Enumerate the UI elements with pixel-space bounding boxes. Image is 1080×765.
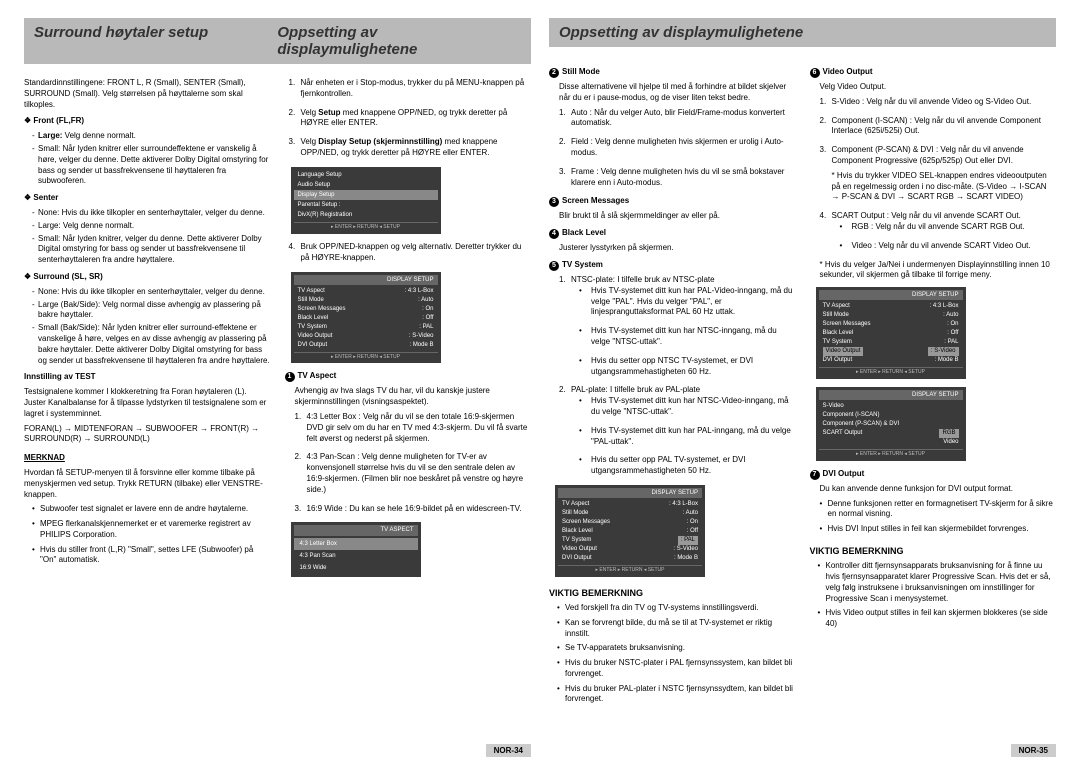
- sub-front: Front (FL,FR): [24, 116, 271, 127]
- merknad-p: Hvordan få SETUP-menyen til å forsvinne …: [24, 468, 271, 500]
- left-col-2: 1.Når enheten er i Stop-modus, trykker d…: [285, 78, 532, 738]
- surr-item-1: None: Hvis du ikke tilkopler en senterhø…: [32, 287, 271, 298]
- circle-6-icon: 6: [810, 68, 820, 78]
- right-col-2: 6Video Output Velg Video Output. 1.S-Vid…: [810, 61, 1057, 738]
- aspect-i3: 3.16:9 Wide : Du kan se hele 16:9-bildet…: [295, 504, 532, 515]
- merknad-b2: MPEG flerkanalskjennemerket er et vareme…: [32, 519, 271, 541]
- aspect-row: 16:9 Wide: [294, 562, 418, 574]
- circle-7-icon: 7: [810, 470, 820, 480]
- osd-video-output-submenu: DISPLAY SETUP S-Video Component (I-SCAN)…: [816, 387, 966, 461]
- senter-item-1: None: Hvis du ikke tilkopler en senterhø…: [32, 208, 271, 219]
- page-number-right: NOR-35: [1011, 744, 1056, 757]
- page-right: Oppsetting av displaymulighetene 2Still …: [549, 18, 1056, 757]
- aspect-row: 4:3 Pan Scan: [294, 550, 418, 562]
- osd-tv-aspect: TV ASPECT 4:3 Letter Box 4:3 Pan Scan 16…: [291, 522, 421, 576]
- circle-4-icon: 4: [549, 229, 559, 239]
- merknad-b3: Hvis du stiller front (L,R) "Small", set…: [32, 545, 271, 567]
- header-bar-left: Surround høytaler setup Oppsetting av di…: [24, 18, 531, 64]
- osd-display-setup-1: DISPLAY SETUP TV Aspect: 4:3 L-Box Still…: [291, 272, 441, 364]
- circle-2-icon: 2: [549, 68, 559, 78]
- step-3: 3.Velg Display Setup (skjerminnstilling)…: [289, 137, 532, 159]
- osd-title: DISPLAY SETUP: [294, 275, 438, 285]
- viktig-heading-2: VIKTIG BEMERKNING: [810, 545, 1057, 557]
- footer-left: NOR-34: [24, 738, 531, 757]
- circle-1-icon: 1: [285, 372, 295, 382]
- senter-item-3: Small: Når lyden knitrer, velger du denn…: [32, 234, 271, 266]
- footer-right: NOR-35: [549, 738, 1056, 757]
- test-heading: Innstilling av TEST: [24, 372, 271, 383]
- left-col-1: Standardinnstillingene: FRONT L, R (Smal…: [24, 78, 271, 738]
- osd-footer: ▸ ENTER ▸ RETURN ◂ SETUP: [294, 222, 438, 231]
- heading-display-setup-right: Oppsetting av displaymulighetene: [549, 18, 1056, 47]
- circle-5-icon: 5: [549, 261, 559, 271]
- front-item-1: Large: Velg denne normalt.: [32, 131, 271, 142]
- aspect-i2: 2.4:3 Pan-Scan : Velg denne muligheten f…: [295, 452, 532, 495]
- test-p1: Testsignalene kommer I klokkeretning fra…: [24, 387, 271, 419]
- menu-row: Audio Setup: [294, 180, 438, 190]
- senter-item-2: Large: Velg denne normalt.: [32, 221, 271, 232]
- merknad-b1: Subwoofer test signalet er lavere enn de…: [32, 504, 271, 515]
- step-2: 2.Velg Setup med knappene OPP/NED, og tr…: [289, 108, 532, 130]
- menu-row: DivX(R) Registration: [294, 210, 438, 220]
- osd-display-setup-2: DISPLAY SETUP TV Aspect: 4:3 L-Box Still…: [555, 485, 705, 577]
- intro-text: Standardinnstillingene: FRONT L, R (Smal…: [24, 78, 271, 110]
- viktig-heading-1: VIKTIG BEMERKNING: [549, 587, 796, 599]
- sub-surround: Surround (SL, SR): [24, 272, 271, 283]
- surr-item-3: Small (Bak/Side): Når lyden knitrer elle…: [32, 323, 271, 366]
- front-item-2: Small: Når lyden knitrer eller surrounde…: [32, 144, 271, 187]
- aspect-i1: 1.4:3 Letter Box : Velg når du vil se de…: [295, 412, 532, 444]
- sub-senter: Senter: [24, 193, 271, 204]
- aspect-row: 4:3 Letter Box: [294, 538, 418, 550]
- menu-row-active: Display Setup: [294, 190, 438, 200]
- circ-1-heading: 1TV Aspect: [285, 371, 532, 382]
- menu-row: Language Setup: [294, 170, 438, 180]
- merknad-heading: MERKNAD: [24, 453, 271, 464]
- step-4: 4.Bruk OPP/NED-knappen og velg alternati…: [289, 242, 532, 264]
- circ-2-heading: 2Still Mode: [549, 67, 796, 78]
- circ-7-heading: 7DVI Output: [810, 469, 1057, 480]
- surr-item-2: Large (Bak/Side): Velg normal disse avhe…: [32, 300, 271, 322]
- heading-surround: Surround høytaler setup: [24, 18, 267, 64]
- test-p2: FORAN(L) → MIDTENFORAN → SUBWOOFER → FRO…: [24, 424, 271, 446]
- menu-row: Parental Setup :: [294, 200, 438, 210]
- two-page-spread: Surround høytaler setup Oppsetting av di…: [0, 0, 1080, 765]
- osd-display-setup-3: DISPLAY SETUP TV Aspect: 4:3 L-Box Still…: [816, 287, 966, 379]
- circle-3-icon: 3: [549, 197, 559, 207]
- page-left: Surround høytaler setup Oppsetting av di…: [24, 18, 531, 757]
- page-number-left: NOR-34: [486, 744, 531, 757]
- right-col-1: 2Still Mode Disse alternativene vil hjel…: [549, 61, 796, 738]
- step-1: 1.Når enheten er i Stop-modus, trykker d…: [289, 78, 532, 100]
- osd-aspect-title: TV ASPECT: [294, 525, 418, 535]
- circ-4-heading: 4Black Level: [549, 228, 796, 239]
- heading-display-setup-left: Oppsetting av displaymulighetene: [267, 18, 531, 64]
- osd-setup-menu: Language Setup Audio Setup Display Setup…: [291, 167, 441, 234]
- circ-3-heading: 3Screen Messages: [549, 196, 796, 207]
- circ-6-heading: 6Video Output: [810, 67, 1057, 78]
- tv-aspect-p: Avhengig av hva slags TV du har, vil du …: [285, 386, 532, 408]
- circ-5-heading: 5TV System: [549, 260, 796, 271]
